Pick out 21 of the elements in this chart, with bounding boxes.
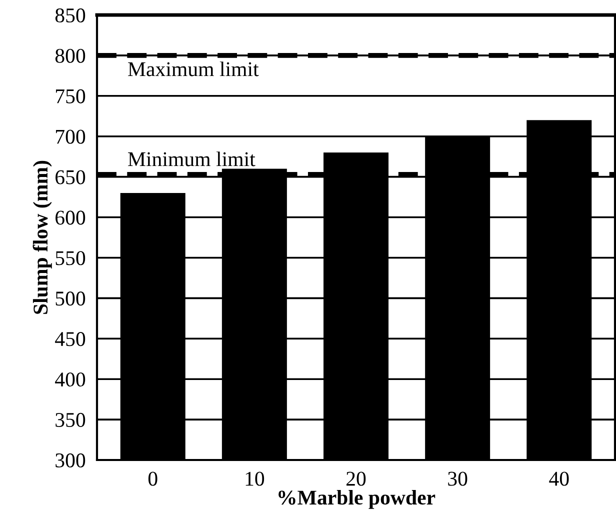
y-axis-title: Slump flow (mm)	[32, 160, 52, 314]
y-tick-label: 500	[56, 292, 86, 306]
ref-line-label: Maximum limit	[128, 62, 259, 76]
y-tick-label: 550	[56, 251, 86, 266]
ref-line-label: Minimum limit	[128, 152, 256, 166]
x-tick-label: 30	[448, 472, 468, 486]
y-tick-label: 350	[56, 412, 86, 427]
y-tick-label: 800	[55, 48, 86, 63]
y-tick-label: 650	[56, 170, 86, 184]
x-tick-label: 10	[246, 472, 264, 486]
x-axis-title: %Marble powder	[278, 490, 436, 509]
y-tick-label: 700	[56, 130, 86, 144]
y-tick-label: 750	[56, 89, 86, 104]
x-tick-label: 20	[346, 472, 366, 486]
x-tick-label: 40	[549, 472, 569, 486]
y-tick-label: 600	[56, 210, 86, 225]
y-tick-label: 300	[56, 453, 86, 468]
y-tick-label: 450	[55, 332, 86, 346]
x-tick-label: 0	[148, 472, 158, 486]
y-tick-label: 400	[55, 372, 86, 387]
y-tick-label: 850	[55, 8, 86, 22]
